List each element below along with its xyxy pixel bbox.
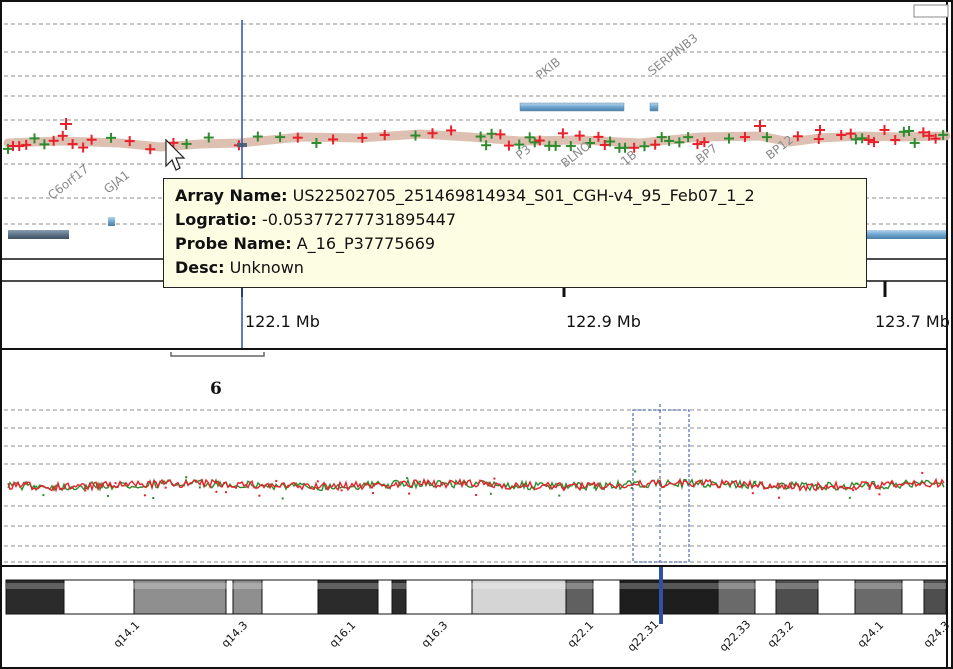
overview-probe-outlier bbox=[152, 496, 155, 499]
ideogram-band bbox=[317, 579, 379, 615]
probe-tooltip: Array Name: US22502705_251469814934_S01_… bbox=[163, 178, 867, 288]
gene-bar-right[interactable] bbox=[866, 230, 946, 239]
overview-probe-outlier bbox=[751, 492, 754, 495]
tooltip-row-array-name: Array Name: US22502705_251469814934_S01_… bbox=[175, 184, 856, 208]
tooltip-row-logratio: Logratio: -0.05377277731895447 bbox=[175, 208, 856, 232]
gene-bar-c6orf17[interactable] bbox=[8, 230, 69, 239]
overview-probe-outlier bbox=[475, 494, 478, 497]
overview-probe-outlier bbox=[198, 486, 201, 489]
tooltip-value-desc: Unknown bbox=[229, 258, 304, 277]
overview-probe-outlier bbox=[856, 482, 859, 485]
overview-probe-outlier bbox=[754, 480, 757, 483]
tooltip-row-probe-name: Probe Name: A_16_P37775669 bbox=[175, 232, 856, 256]
overview-probe-outlier bbox=[406, 477, 409, 480]
ideogram-band bbox=[565, 579, 594, 615]
overview-track-gridlines bbox=[4, 409, 946, 563]
tooltip-key: Probe Name: bbox=[175, 234, 292, 253]
ruler-label-1: 122.1 Mb bbox=[245, 312, 320, 331]
ideogram-band bbox=[5, 579, 65, 615]
selection-window[interactable] bbox=[632, 409, 690, 563]
overview-probe-outlier bbox=[558, 494, 561, 497]
gene-bar-pkib[interactable] bbox=[519, 102, 625, 112]
overview-probe-outlier bbox=[143, 494, 146, 497]
ideogram-band bbox=[854, 579, 903, 615]
tooltip-key: Logratio: bbox=[175, 210, 257, 229]
track-corner-box bbox=[913, 4, 949, 18]
overview-probe-outlier bbox=[545, 485, 548, 488]
tooltip-value-logratio: -0.05377277731895447 bbox=[261, 210, 457, 229]
overview-probe-outlier bbox=[489, 492, 492, 495]
overview-probe-outlier bbox=[225, 491, 228, 494]
range-marker-bracket bbox=[170, 352, 265, 357]
overview-probe-outlier bbox=[778, 496, 781, 499]
overview-probe-outlier bbox=[921, 471, 924, 474]
overview-probe-outlier bbox=[593, 486, 596, 489]
tooltip-key: Desc: bbox=[175, 258, 225, 277]
overview-probe-outlier bbox=[419, 480, 422, 483]
overview-probe-outlier bbox=[164, 486, 167, 489]
overview-probe-outlier bbox=[114, 482, 117, 485]
overview-probe-outlier bbox=[533, 486, 536, 489]
overview-probe-outlier bbox=[281, 497, 284, 500]
overview-probe-outlier bbox=[848, 496, 851, 499]
overview-probe-outlier bbox=[35, 485, 38, 488]
overview-probe-outlier bbox=[258, 494, 261, 497]
overview-track-probes bbox=[7, 470, 945, 500]
ideogram-band bbox=[63, 579, 135, 615]
overview-probe-outlier bbox=[852, 489, 855, 492]
ideogram-band bbox=[717, 579, 756, 615]
gene-bar-gja1[interactable] bbox=[108, 217, 115, 226]
overview-probe-outlier bbox=[868, 487, 871, 490]
ideogram-band bbox=[923, 579, 947, 615]
ideogram-band bbox=[133, 579, 227, 615]
overview-probe-outlier bbox=[84, 489, 87, 492]
overview-probe-outlier bbox=[493, 477, 496, 480]
detail-track-probes[interactable] bbox=[3, 118, 949, 155]
overview-probe-outlier bbox=[878, 493, 881, 496]
ideogram-band bbox=[592, 579, 621, 615]
ideogram-band bbox=[619, 579, 719, 615]
ruler-label-3: 123.7 Mb bbox=[875, 312, 950, 331]
gene-bar-serpinb3[interactable] bbox=[649, 102, 659, 112]
tooltip-value-probe-name: A_16_P37775669 bbox=[296, 234, 436, 253]
range-marker-label: 6 bbox=[210, 379, 222, 399]
overview-probe-outlier bbox=[408, 492, 411, 495]
overview-probe-outlier bbox=[579, 486, 582, 489]
overview-probe-outlier bbox=[340, 489, 343, 492]
overview-track[interactable] bbox=[4, 404, 946, 563]
overview-probe-outlier bbox=[275, 479, 278, 482]
ideogram-band bbox=[775, 579, 819, 615]
chromosome-ideogram[interactable] bbox=[5, 579, 947, 615]
ideogram-band bbox=[232, 579, 263, 615]
tooltip-row-desc: Desc: Unknown bbox=[175, 256, 856, 280]
tooltip-key: Array Name: bbox=[175, 186, 288, 205]
overview-probe-outlier bbox=[316, 480, 319, 483]
ideogram-band bbox=[471, 579, 567, 615]
overview-probe-outlier bbox=[215, 490, 218, 493]
overview-probe-outlier bbox=[372, 492, 375, 495]
overview-probe-outlier bbox=[185, 476, 188, 479]
overview-probe-outlier bbox=[42, 494, 45, 497]
overview-probe-outlier bbox=[630, 487, 633, 490]
tooltip-value-array-name: US22502705_251469814934_S01_CGH-v4_95_Fe… bbox=[292, 186, 755, 205]
ideogram-band bbox=[261, 579, 319, 615]
ideogram-shine bbox=[6, 583, 946, 589]
overview-probe-outlier bbox=[634, 470, 637, 473]
mouse-pointer-icon bbox=[165, 138, 186, 171]
overview-probe-outlier bbox=[106, 494, 109, 497]
ruler-label-2: 122.9 Mb bbox=[566, 312, 641, 331]
overview-probe-series-gain bbox=[7, 477, 945, 493]
